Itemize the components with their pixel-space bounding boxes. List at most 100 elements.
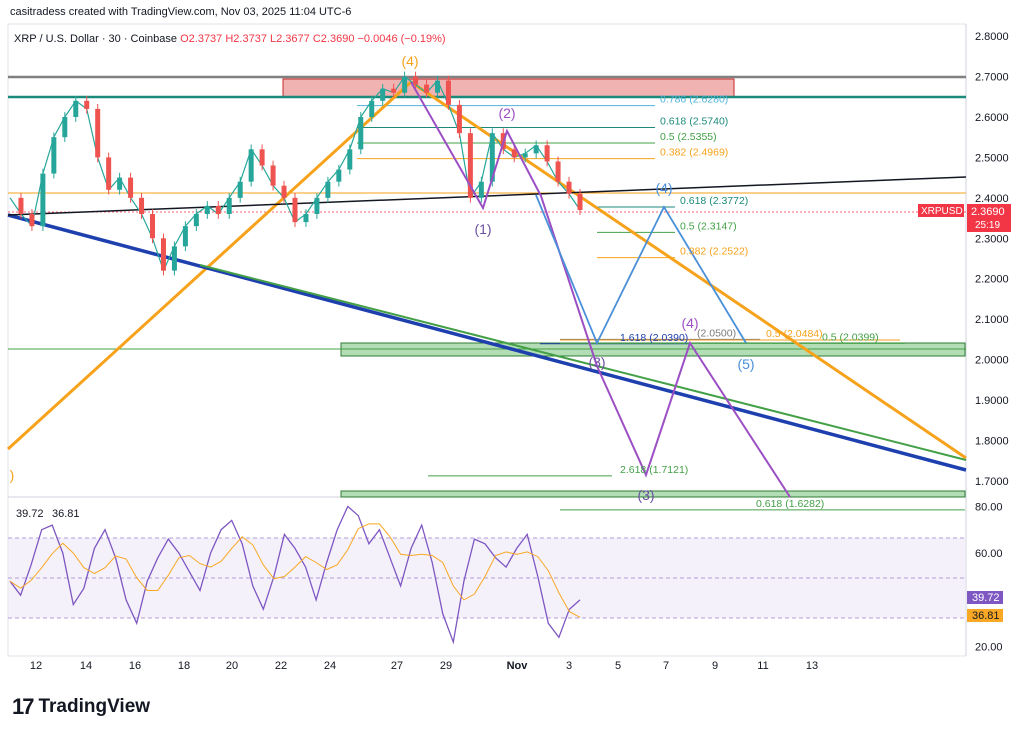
wave-labels: (4) (2) (1) (4) (3) (5) (4) (3)) (10, 53, 755, 503)
time-tick-label: 27 (391, 660, 403, 672)
candle-body (577, 193, 583, 210)
price-tick-label: 2.1000 (975, 314, 1009, 326)
price-tick-label: 1.7000 (975, 476, 1009, 488)
wave-label: (4) (681, 315, 698, 331)
candle-body (139, 197, 145, 215)
open-value: O2.3737 (180, 33, 223, 45)
rsi-line (9, 505, 581, 645)
blue-trendline[interactable] (7, 213, 967, 472)
fib-level-label: 0.5 (2.0399) (822, 331, 879, 343)
fib-level-label: 0.618 (2.3772) (680, 195, 748, 207)
time-tick-label: 14 (80, 660, 92, 672)
candle-body (435, 80, 440, 93)
rsi-value-label: 39.72 (16, 508, 44, 520)
candle-body (95, 108, 101, 158)
candle-body (445, 80, 451, 105)
candle-body (478, 181, 484, 198)
candle-body (292, 197, 298, 223)
candle-body (270, 165, 276, 186)
wave-label: (3) (637, 487, 654, 503)
candle-body (84, 100, 90, 109)
fib-level-label: 0.618 (2.5740) (660, 115, 728, 127)
time-tick-label: 11 (757, 660, 768, 672)
candle-body (150, 214, 155, 239)
fib-level-label: 0.786 (2.6280) (660, 94, 728, 106)
price-axis[interactable]: 2.8000 2.7000 2.6000 2.5000 2.4000 2.3000 2.20… (975, 31, 1009, 488)
candle-body (358, 116, 364, 150)
rsi-ma-line (9, 523, 581, 618)
rsi-tick-label: 60.00 (975, 548, 1003, 560)
candle-body (380, 88, 386, 101)
green-trendline[interactable] (199, 264, 967, 461)
price-tag-timer: 25:19 (975, 220, 1000, 231)
time-tick-label: 20 (226, 660, 238, 672)
time-tick-label: 9 (712, 660, 718, 672)
time-tick-label: Nov (507, 660, 529, 672)
time-tick-label: 5 (615, 660, 621, 672)
tradingview-logo-icon: 17 (12, 694, 35, 719)
candle-body (18, 197, 24, 215)
candle-body (281, 185, 287, 198)
rsi-ma-tag-value: 36.81 (972, 610, 1000, 622)
candle-body (467, 133, 473, 198)
price-tag-ticker: XRPUSD (921, 206, 963, 217)
price-tick-label: 2.5000 (975, 152, 1009, 164)
symbol-legend[interactable]: XRP / U.S. Dollar · 30 · Coinbase O2.373… (14, 33, 446, 45)
candle-body (347, 149, 353, 170)
tradingview-logo[interactable]: 17 TradingView (12, 694, 150, 720)
wave-label: ) (10, 467, 15, 483)
high-value: H2.3737 (225, 33, 267, 45)
fib-levels[interactable] (357, 105, 965, 511)
orange-trendline-up[interactable] (6, 80, 413, 451)
time-tick-label: 13 (806, 660, 818, 672)
lower-support-zone[interactable] (340, 490, 966, 498)
rsi-tick-label: 20.00 (975, 642, 1003, 654)
price-tick-label: 2.4000 (975, 193, 1009, 205)
candle-body (402, 76, 408, 93)
price-tag-value: 2.3690 (971, 206, 1005, 218)
candle-body (29, 214, 35, 227)
wave-label: (4) (401, 53, 418, 69)
blue-wave-path[interactable] (535, 194, 747, 346)
current-price-tag: XRPUSD 2.3690 25:19 (918, 204, 1011, 232)
candle-body (171, 246, 177, 271)
change-value: −0.0046 (−0.19%) (357, 33, 446, 45)
candle-body (106, 157, 112, 190)
candle-body (336, 169, 342, 182)
candle-body (128, 177, 134, 198)
candle-body (544, 145, 550, 162)
wave-label: (5) (737, 356, 754, 372)
candle-body (182, 226, 188, 247)
candle-body (522, 153, 528, 158)
wave-label: (3) (588, 354, 605, 370)
candle-body (215, 205, 221, 215)
fib-level-label: 0.5 (2.3147) (680, 220, 737, 232)
price-tick-label: 2.8000 (975, 31, 1009, 43)
rsi-tick-label: 80.00 (975, 501, 1003, 513)
candle-body (325, 181, 331, 198)
fib-labels: 0.786 (2.6280) 0.618 (2.5740) 0.5 (2.5355)… (620, 94, 879, 510)
candle-body (73, 100, 79, 117)
time-tick-label: 7 (663, 660, 669, 672)
fib-level-label: 0.382 (2.2522) (680, 246, 748, 258)
rsi-tag-value: 39.72 (972, 592, 1000, 604)
candle-body (259, 149, 265, 166)
price-tick-label: 2.6000 (975, 112, 1009, 124)
candle-body (369, 100, 375, 117)
candle-body (226, 197, 232, 215)
fib-level-label: 0.382 (2.4969) (660, 147, 728, 159)
candle-body (533, 145, 539, 154)
candle-body (456, 104, 462, 134)
candle-body (117, 177, 123, 190)
time-axis[interactable]: 12 14 16 18 20 22 24 27 29 Nov 3 5 7 9 11 13 (30, 660, 818, 672)
price-tick-label: 1.8000 (975, 435, 1009, 447)
tradingview-brand: TradingView (38, 696, 151, 717)
close-value: C2.3690 (312, 33, 355, 45)
candle-body (193, 214, 199, 227)
candle-body (391, 88, 397, 93)
wave-label: (1) (474, 221, 491, 237)
time-tick-label: 24 (324, 660, 336, 672)
purple-wave-path[interactable] (410, 81, 791, 498)
